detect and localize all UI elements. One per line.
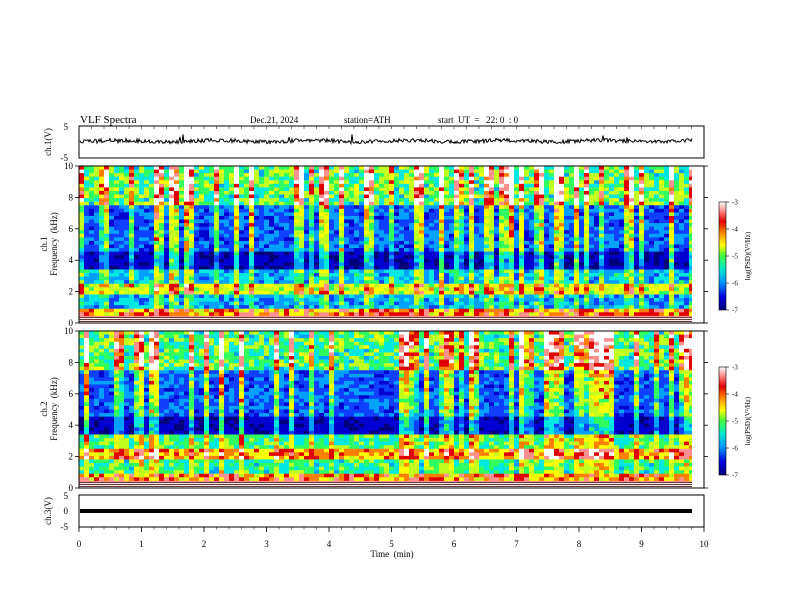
ch1-spectrogram-frame — [78, 165, 705, 324]
colorbar-tick-label: -7 — [732, 307, 738, 315]
ch1-ytick-top: 5 — [64, 122, 69, 132]
ch3-waveform-ylabel: ch.3(V) — [43, 497, 53, 525]
freq-tick-label: 6 — [69, 224, 74, 234]
freq-tick-label: 8 — [69, 357, 74, 367]
ch2-spectrogram-image — [79, 331, 705, 489]
time-tick-label: 1 — [139, 539, 144, 549]
time-tick-label: 3 — [264, 539, 269, 549]
time-tick-label: 0 — [77, 539, 82, 549]
freq-tick-label: 6 — [69, 389, 74, 399]
ch3-waveform-trace — [80, 509, 692, 513]
colorbar-tick-label: -6 — [732, 445, 738, 453]
ch1-spec-ylabel-frequency: Frequency (kHz) — [49, 212, 59, 275]
ch2-spec-ylabel-frequency: Frequency (kHz) — [49, 377, 59, 440]
header-station: station=ATH — [344, 115, 391, 125]
colorbar-tick-label: -3 — [732, 364, 738, 372]
freq-tick-label: 10 — [64, 161, 74, 171]
ch1-spectrogram-panel: 0 2 4 6 8 10 ch.1 Frequency (kHz) — [39, 161, 708, 328]
ch1-waveform-panel: 5 -5 ch.1(V) — [43, 122, 705, 163]
ch2-colorbar-label: log(PSD)(V²/Hz) — [744, 396, 752, 445]
ch2-spectrogram-frame — [78, 330, 705, 489]
time-axis-label: Time (min) — [370, 549, 413, 559]
ch1-spectrogram-image — [79, 166, 705, 324]
ch1-spec-ylabel-channel: ch.1 — [39, 236, 49, 251]
colorbar-tick-label: -3 — [732, 199, 738, 207]
ch1-freq-ticks: 0 2 4 6 8 10 — [64, 161, 708, 328]
figure-title: VLF Spectra — [80, 114, 137, 126]
ch2-spectrogram-panel: 0 2 4 6 8 10 ch.2 Frequency (kHz) — [39, 326, 708, 493]
time-tick-label: 8 — [577, 539, 582, 549]
freq-tick-label: 0 — [69, 483, 74, 493]
ch1-waveform-trace — [79, 134, 693, 146]
ch3-waveform-panel: 5 0 -5 ch.3(V) 0 1 2 3 4 5 6 7 8 9 10 Time (min) — [43, 126, 709, 559]
freq-tick-label: 4 — [69, 255, 74, 265]
time-tick-label: 10 — [700, 539, 710, 549]
colorbar-tick-label: -4 — [732, 391, 738, 399]
time-axis-ticks: 0 1 2 3 4 5 6 7 8 9 10 — [77, 126, 709, 549]
time-tick-label: 2 — [202, 539, 207, 549]
ch1-colorbar: -3 -4 -5 -6 -7 log(PSD)(V²/Hz) — [718, 199, 752, 315]
colorbar-tick-label: -7 — [732, 472, 738, 480]
time-tick-label: 4 — [327, 539, 332, 549]
time-tick-label: 7 — [514, 539, 519, 549]
header-start-time: start UT = 22: 0 : 0 — [438, 115, 519, 125]
header-date: Dec.21, 2024 — [250, 115, 299, 125]
ch2-colorbar: -3 -4 -5 -6 -7 log(PSD)(V²/Hz) — [718, 364, 752, 480]
freq-tick-label: 4 — [69, 420, 74, 430]
freq-tick-label: 2 — [69, 287, 74, 297]
freq-tick-label: 10 — [64, 326, 74, 336]
colorbar-tick-label: -5 — [732, 418, 738, 426]
freq-tick-label: 0 — [69, 318, 74, 328]
colorbar-tick-label: -4 — [732, 226, 738, 234]
ch3-ytick-bottom: -5 — [61, 522, 69, 532]
ch1-colorbar-ticks: -3 -4 -5 -6 -7 — [726, 199, 738, 315]
ch2-spec-ylabel-channel: ch.2 — [39, 401, 49, 416]
ch1-ytick-bottom: -5 — [61, 153, 69, 163]
ch3-ytick-top: 5 — [64, 491, 69, 501]
ch3-ytick-middle: 0 — [64, 506, 69, 516]
ch1-colorbar-label: log(PSD)(V²/Hz) — [744, 231, 752, 280]
ch1-colorbar-bar — [718, 201, 727, 311]
colorbar-tick-label: -5 — [732, 253, 738, 261]
time-tick-label: 6 — [452, 539, 457, 549]
ch2-freq-ticks: 0 2 4 6 8 10 — [64, 326, 708, 493]
freq-tick-label: 8 — [69, 192, 74, 202]
ch2-colorbar-bar — [718, 366, 727, 476]
ch2-colorbar-ticks: -3 -4 -5 -6 -7 — [726, 364, 738, 480]
colorbar-tick-label: -6 — [732, 280, 738, 288]
freq-tick-label: 2 — [69, 452, 74, 462]
time-tick-label: 9 — [639, 539, 644, 549]
ch1-waveform-ylabel: ch.1(V) — [43, 128, 53, 156]
time-tick-label: 5 — [389, 539, 394, 549]
